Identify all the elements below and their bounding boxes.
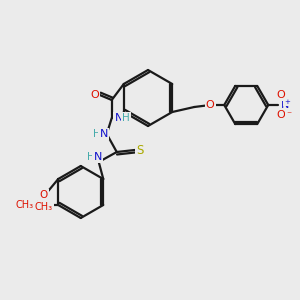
Text: O: O: [39, 190, 47, 200]
Text: N: N: [100, 129, 108, 139]
Text: H: H: [93, 129, 100, 139]
Text: O: O: [277, 90, 286, 100]
Text: H: H: [122, 113, 130, 123]
Text: O: O: [35, 200, 44, 210]
Text: +: +: [284, 99, 290, 105]
Text: O: O: [90, 90, 99, 100]
Text: CH₃: CH₃: [34, 202, 52, 212]
Text: S: S: [136, 143, 143, 157]
Text: H: H: [87, 152, 94, 162]
Text: ⁻: ⁻: [287, 110, 292, 120]
Text: O: O: [277, 110, 286, 120]
Text: N: N: [281, 100, 290, 110]
Text: O: O: [206, 100, 214, 110]
Text: N: N: [94, 152, 102, 162]
Text: N: N: [115, 113, 123, 123]
Text: CH₃: CH₃: [15, 200, 33, 210]
